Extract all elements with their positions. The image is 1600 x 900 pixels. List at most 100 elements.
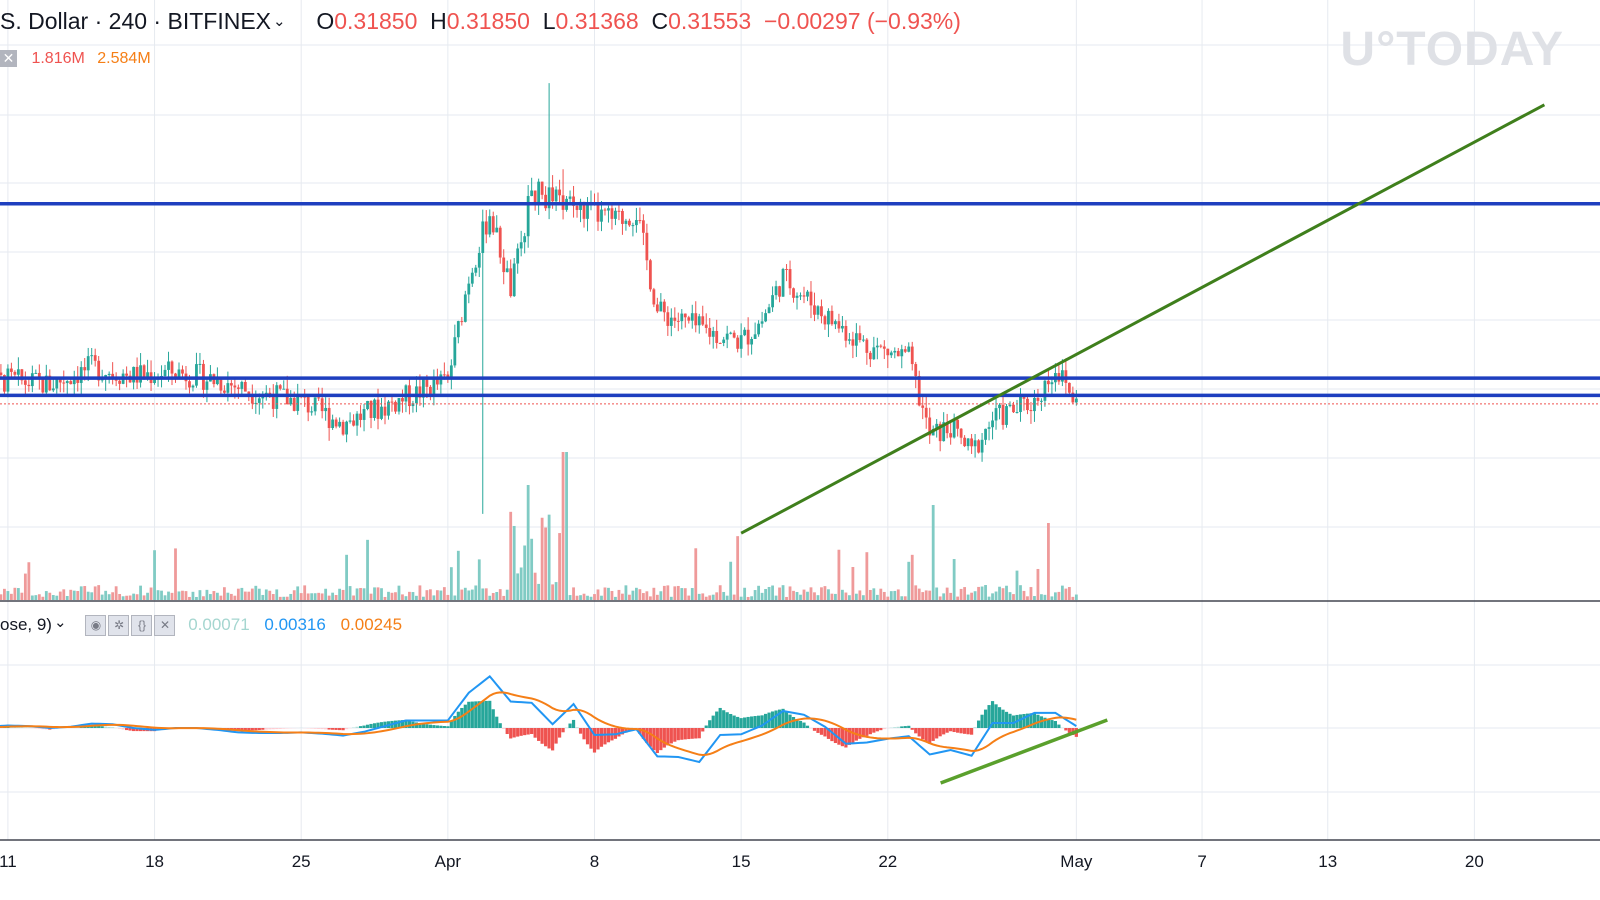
macd-histogram-bar [1025, 713, 1030, 728]
macd-histogram-bar [924, 728, 928, 742]
candle-up [816, 306, 820, 315]
volume-bar [27, 562, 31, 600]
interval[interactable]: 240 [108, 8, 148, 34]
candle-up [523, 236, 527, 243]
candle-up [764, 313, 767, 322]
macd-histogram-bar [495, 716, 499, 728]
source-code-icon[interactable]: {} [131, 615, 153, 637]
volume-bar [6, 591, 10, 600]
candle-down [1029, 410, 1033, 412]
close-icon[interactable]: ✕ [154, 615, 176, 637]
change-value: −0.00297 (−0.93%) [763, 8, 961, 34]
candle-up [526, 196, 530, 237]
macd-histogram-bar [320, 728, 324, 730]
volume-bar [830, 593, 834, 600]
candle-down [844, 325, 848, 341]
eye-icon[interactable]: ◉ [85, 615, 107, 637]
macd-histogram-bar [435, 725, 439, 728]
macd-histogram-bar [603, 728, 607, 745]
candle-up [669, 317, 673, 326]
close-icon[interactable]: ✕ [0, 50, 17, 68]
macd-value: 0.00316 [264, 615, 326, 634]
macd-histogram-bar [432, 725, 436, 728]
candle-up [153, 379, 156, 384]
macd-histogram-bar [983, 709, 988, 728]
horizontal-levels [0, 201, 1600, 405]
candle-down [732, 332, 736, 338]
macd-histogram-bar [446, 726, 450, 728]
volume-bar [408, 591, 411, 600]
macd-histogram-bar [914, 728, 918, 734]
macd-histogram-bar [666, 728, 670, 746]
macd-histogram-bar [341, 728, 345, 731]
symbol-header[interactable]: S. Dollar · 240 · BITFINEX ⌄ O0.31850 H0.… [0, 8, 961, 35]
volume-bar [645, 591, 649, 600]
candle-down [701, 316, 705, 325]
macd-histogram-bar [421, 723, 426, 728]
macd-lines [0, 674, 1108, 785]
volume-bar [188, 596, 191, 600]
macd-histogram-bar [544, 728, 548, 747]
macd-histogram-bar [509, 728, 513, 739]
volume-bar [666, 585, 670, 600]
volume-bar [641, 593, 645, 600]
candle-up [310, 411, 314, 413]
volume-bar [233, 595, 237, 600]
macd-histogram-bar [823, 728, 827, 737]
volume-bar [132, 593, 135, 600]
macd-indicator-label[interactable]: ose, 9) [0, 615, 52, 634]
candle-up [984, 428, 987, 440]
volume-bar [369, 593, 373, 600]
volume-bar [275, 589, 279, 600]
volume-bar [635, 587, 638, 600]
volume-bar [519, 567, 523, 600]
candle-up [467, 283, 471, 295]
candle-down [484, 221, 488, 235]
macd-histogram-bar [271, 728, 275, 730]
macd-histogram-bar [805, 725, 810, 728]
volume-bar [432, 595, 436, 600]
macd-histogram-bar [16, 727, 20, 728]
volume-bar [125, 595, 129, 600]
candle-up [907, 346, 911, 352]
candle-up [614, 210, 617, 219]
candle-up [806, 291, 809, 297]
volume-bar [802, 589, 806, 600]
macd-histogram-bar [439, 725, 443, 728]
open-label: O [316, 8, 335, 34]
x-tick-label: May [1060, 852, 1093, 871]
candle-down [250, 394, 254, 404]
candle-down [823, 316, 827, 325]
candle-down [219, 379, 223, 391]
volume-bar [603, 587, 607, 600]
volume-bar [659, 591, 663, 600]
volume-bar [827, 589, 830, 600]
volume-bar [530, 538, 534, 600]
volume-ma-value: 2.584M [97, 50, 151, 67]
chevron-down-icon[interactable]: ⌄ [53, 614, 67, 631]
candle-down [174, 373, 177, 379]
volume-bar [453, 595, 457, 600]
volume-bar [683, 588, 687, 600]
volume-bar [1001, 588, 1005, 600]
volume-bar [373, 587, 376, 600]
candle-up [847, 339, 851, 341]
volume-bar [851, 566, 855, 600]
macd-histogram-bar [1032, 712, 1037, 728]
chevron-down-icon[interactable]: ⌄ [273, 13, 286, 30]
volume-bar [652, 587, 656, 600]
volume-bar [1019, 585, 1022, 600]
volume-bar [37, 594, 41, 600]
candle-down [575, 205, 579, 210]
macd-histogram-bar [900, 726, 904, 728]
candle-down [509, 268, 513, 297]
x-tick-label: 13 [1318, 852, 1338, 871]
candle-down [317, 397, 321, 399]
volume-bar [226, 592, 230, 600]
macd-histogram-bar [847, 728, 851, 745]
macd-histogram-bar [879, 728, 883, 731]
candle-up [795, 295, 799, 298]
gear-icon[interactable]: ✲ [108, 615, 130, 637]
volume-bar [959, 588, 963, 600]
